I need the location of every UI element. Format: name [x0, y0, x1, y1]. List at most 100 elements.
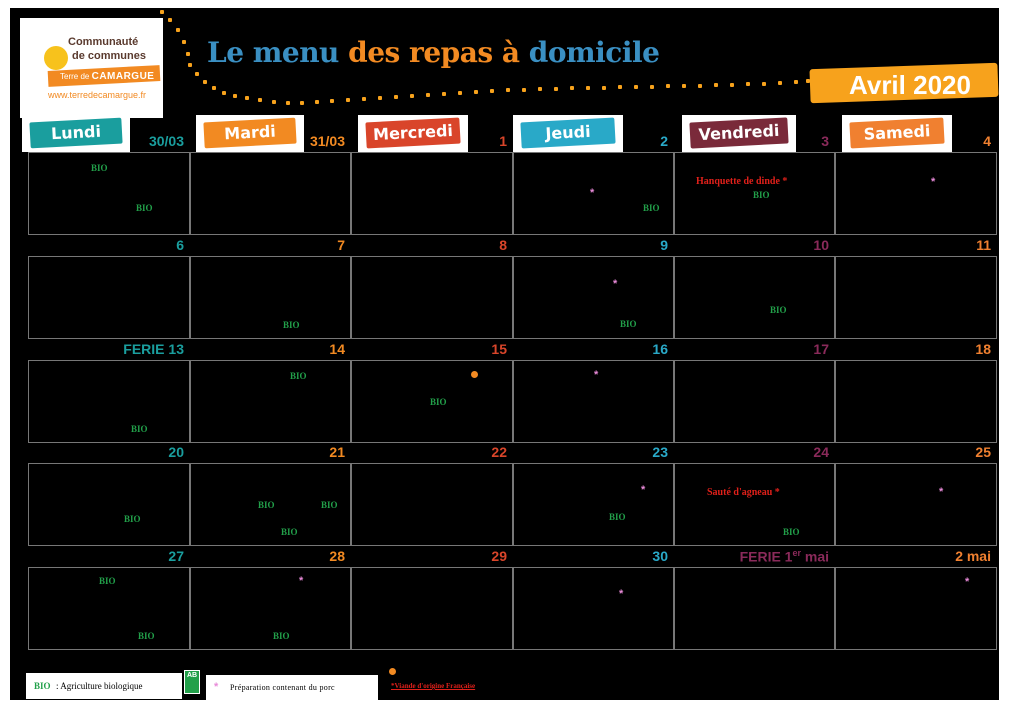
bio-tag: BIO [138, 631, 155, 641]
bio-tag: BIO [430, 397, 447, 407]
date-number: 10 [813, 237, 829, 253]
day-cell-jeudi[interactable] [513, 463, 674, 546]
trail-dot [634, 85, 638, 89]
trail-dot [746, 82, 750, 86]
bio-tag: BIO [258, 500, 275, 510]
date-number: 2 mai [955, 548, 991, 564]
day-cell-mercredi[interactable] [351, 360, 513, 443]
trail-dot [778, 81, 782, 85]
date-number: 4 [983, 133, 991, 149]
day-cell-vendredi[interactable] [674, 152, 835, 235]
pork-icon: * [299, 575, 304, 587]
date-number: 17 [813, 341, 829, 357]
bio-tag: BIO [136, 203, 153, 213]
logo-url[interactable]: www.terredecamargue.fr [48, 90, 147, 100]
trail-dot [378, 96, 382, 100]
ab-logo-icon: AB [184, 670, 200, 694]
date-number: 18 [975, 341, 991, 357]
trail-dot [245, 96, 249, 100]
day-cell-mardi[interactable] [190, 567, 351, 650]
day-cell-vendredi[interactable] [674, 463, 835, 546]
pork-icon: * [214, 681, 219, 693]
page-title: Le menu des repas à domicile [207, 36, 660, 69]
sun-icon [44, 46, 68, 70]
pork-icon: * [590, 187, 595, 199]
date-number: 6 [176, 237, 184, 253]
trail-dot [474, 90, 478, 94]
day-cell-mardi[interactable] [190, 463, 351, 546]
day-cell-mercredi[interactable] [351, 567, 513, 650]
trail-dot [806, 79, 810, 83]
day-cell-jeudi[interactable] [513, 256, 674, 339]
day-cell-mardi[interactable] [190, 360, 351, 443]
trail-dot [570, 86, 574, 90]
trail-dot [258, 98, 262, 102]
legend-pork: * Préparation contenant du porc [206, 675, 378, 700]
day-cell-lundi[interactable] [28, 463, 190, 546]
trail-dot [272, 100, 276, 104]
bio-tag: BIO [283, 320, 300, 330]
trail-dot [586, 86, 590, 90]
date-number: 20 [168, 444, 184, 460]
date-number: 29 [491, 548, 507, 564]
day-cell-mercredi[interactable] [351, 256, 513, 339]
trail-dot [186, 52, 190, 56]
trail-dot [410, 94, 414, 98]
date-number: 3 [821, 133, 829, 149]
day-cell-jeudi[interactable] [513, 360, 674, 443]
title-part2: des repas à [348, 36, 520, 69]
bio-tag: BIO [643, 203, 660, 213]
bio-tag: BIO [620, 319, 637, 329]
month-label: Avril 2020 [849, 70, 971, 100]
day-header-vendredi: Vendredi [682, 115, 796, 152]
trail-dot [666, 84, 670, 88]
trail-dot [730, 83, 734, 87]
legend-viande: *Viande d'origine Française [391, 682, 476, 690]
community-logo[interactable]: Communauté de communes Terre de CAMARGUE… [20, 18, 163, 118]
trail-dot [394, 95, 398, 99]
trail-dot [315, 100, 319, 104]
title-part3: domicile [528, 36, 660, 69]
date-number: 9 [660, 237, 668, 253]
day-cell-samedi[interactable] [835, 152, 997, 235]
day-cell-mardi[interactable] [190, 256, 351, 339]
day-cell-jeudi[interactable] [513, 152, 674, 235]
trail-dot [538, 87, 542, 91]
day-cell-jeudi[interactable] [513, 567, 674, 650]
menu-page: Communauté de communes Terre de CAMARGUE… [10, 8, 999, 700]
trail-dot [168, 18, 172, 22]
date-number: 15 [491, 341, 507, 357]
day-cell-vendredi[interactable] [674, 256, 835, 339]
pork-icon: * [939, 486, 944, 498]
date-number: FERIE 13 [123, 341, 184, 357]
pork-icon: * [641, 484, 646, 496]
french-meat-dot-icon [389, 668, 396, 675]
date-number: 2 [660, 133, 668, 149]
trail-dot [362, 97, 366, 101]
day-cell-lundi[interactable] [28, 567, 190, 650]
day-cell-lundi[interactable] [28, 256, 190, 339]
date-number: 21 [329, 444, 345, 460]
date-number: 7 [337, 237, 345, 253]
day-cell-mercredi[interactable] [351, 463, 513, 546]
day-header-mercredi: Mercredi [358, 115, 468, 152]
day-cell-samedi[interactable] [835, 567, 997, 650]
trail-dot [698, 84, 702, 88]
trail-dot [300, 101, 304, 105]
day-cell-samedi[interactable] [835, 463, 997, 546]
day-cell-vendredi[interactable] [674, 360, 835, 443]
day-cell-samedi[interactable] [835, 256, 997, 339]
trail-dot [762, 82, 766, 86]
day-cell-mardi[interactable] [190, 152, 351, 235]
day-cell-mercredi[interactable] [351, 152, 513, 235]
legend-bio: BIO : Agriculture biologique [26, 673, 182, 699]
day-cell-lundi[interactable] [28, 152, 190, 235]
bio-tag: BIO [131, 424, 148, 434]
trail-dot [602, 86, 606, 90]
day-cell-lundi[interactable] [28, 360, 190, 443]
trail-dot [794, 80, 798, 84]
date-number: 31/03 [309, 133, 345, 149]
day-cell-vendredi[interactable] [674, 567, 835, 650]
logo-line1: Communauté [68, 36, 139, 48]
day-cell-samedi[interactable] [835, 360, 997, 443]
